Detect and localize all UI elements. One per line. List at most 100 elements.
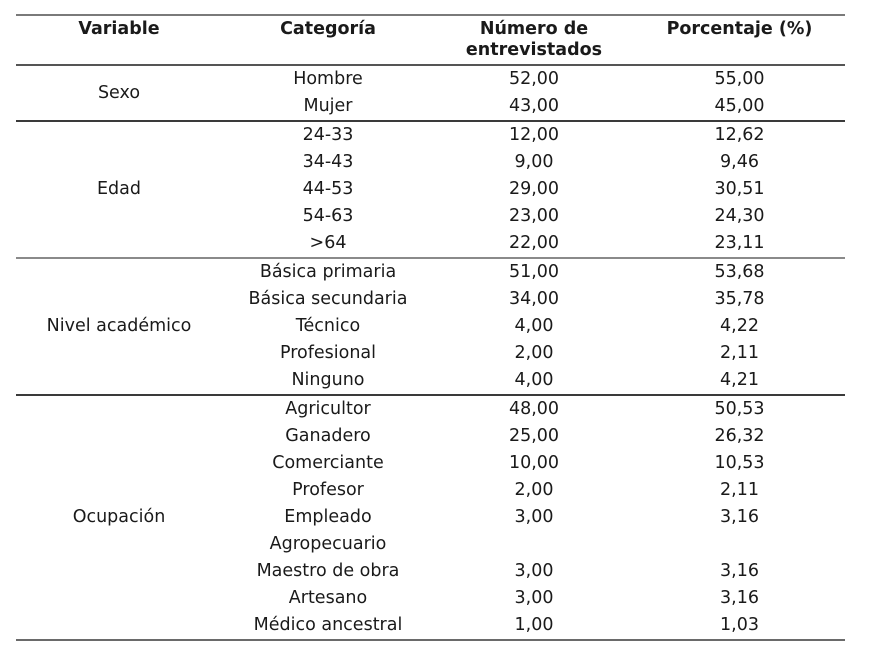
categoria-cell: Ninguno (291, 370, 365, 390)
variable-cell: Sexo (97, 82, 141, 103)
group-sexo: Sexo Hombre 52,00 55,00 Mujer 43,00 45,0… (16, 65, 845, 121)
categoria-cell: Hombre (293, 69, 363, 89)
header-numero-line2: entrevistados (465, 40, 603, 60)
porcentaje-cell: 3,16 (720, 561, 759, 581)
numero-cell: 3,00 (514, 588, 554, 608)
table-row: Maestro de obra 3,00 3,16 (16, 558, 845, 585)
porcentaje-cell: 30,51 (714, 179, 765, 199)
porcentaje-cell: 3,16 (720, 507, 759, 527)
categoria-cell: Básica primaria (259, 262, 397, 282)
numero-cell: 3,00 (514, 507, 554, 527)
header-row: Variable Categoría Número de entrevistad… (16, 15, 845, 65)
table-row: Ninguno 4,00 4,21 (16, 367, 845, 395)
header-variable: Variable (78, 19, 160, 39)
variable-cell: Nivel académico (46, 316, 192, 336)
numero-cell: 52,00 (508, 69, 560, 89)
porcentaje-cell: 4,21 (720, 370, 759, 390)
numero-cell: 10,00 (508, 453, 560, 473)
numero-cell: 51,00 (508, 262, 560, 282)
porcentaje-cell: 55,00 (714, 69, 765, 89)
numero-cell: 9,00 (514, 152, 554, 172)
group-edad: Edad 24-33 12,00 12,62 34-43 9,00 9,46 4… (16, 121, 845, 258)
porcentaje-cell: 24,30 (714, 206, 765, 226)
porcentaje-cell: 53,68 (714, 262, 765, 282)
numero-cell: 29,00 (508, 179, 560, 199)
categoria-cell: Maestro de obra (256, 561, 400, 581)
table-row-continuation: Agropecuario (16, 531, 845, 558)
porcentaje-cell: 26,32 (714, 426, 765, 446)
categoria-cell: 34-43 (302, 152, 354, 172)
numero-cell: 4,00 (514, 370, 554, 390)
numero-cell: 22,00 (508, 233, 560, 253)
categoria-cell: Comerciante (272, 453, 384, 473)
porcentaje-cell: 9,46 (720, 152, 759, 172)
numero-cell: 1,00 (514, 615, 554, 635)
table-row: Mujer 43,00 45,00 (16, 93, 845, 121)
variable-cell: Edad (97, 179, 141, 199)
table-row: 54-63 23,00 24,30 (16, 203, 845, 230)
categoria-cell: 24-33 (302, 125, 354, 145)
numero-cell: 4,00 (514, 316, 554, 336)
categoria-cell: Agricultor (285, 399, 371, 419)
table-row: Empleado 3,00 3,16 (16, 504, 845, 531)
header-numero: Número de entrevistados (434, 15, 634, 65)
categoria-cell: Ganadero (285, 426, 371, 446)
demographics-table-container: Variable Categoría Número de entrevistad… (16, 14, 845, 641)
categoria-cell: Médico ancestral (253, 615, 403, 635)
table-row: >64 22,00 23,11 (16, 230, 845, 258)
categoria-cell: Básica secundaria (248, 289, 408, 309)
table-row: 44-53 29,00 30,51 (16, 176, 845, 203)
numero-cell-empty (434, 531, 634, 558)
numero-cell: 43,00 (508, 96, 560, 116)
table-row: Sexo Hombre 52,00 55,00 (16, 65, 845, 103)
table-row: Profesional 2,00 2,11 (16, 340, 845, 367)
categoria-cell-continuation: Agropecuario (269, 534, 387, 554)
porcentaje-cell: 50,53 (714, 399, 765, 419)
table-row: 34-43 9,00 9,46 (16, 149, 845, 176)
porcentaje-cell: 35,78 (714, 289, 765, 309)
header-numero-line1: Número de (479, 19, 589, 39)
categoria-cell: 44-53 (302, 179, 354, 199)
numero-cell: 12,00 (508, 125, 560, 145)
porcentaje-cell: 1,03 (720, 615, 759, 635)
porcentaje-cell: 45,00 (714, 96, 765, 116)
porcentaje-cell-empty (634, 531, 845, 558)
table-row: Edad 24-33 12,00 12,62 (16, 121, 845, 199)
categoria-cell: Profesional (279, 343, 377, 363)
numero-cell: 34,00 (508, 289, 560, 309)
numero-cell: 25,00 (508, 426, 560, 446)
porcentaje-cell: 2,11 (720, 343, 759, 363)
demographics-table: Variable Categoría Número de entrevistad… (16, 14, 845, 641)
porcentaje-cell: 2,11 (720, 480, 759, 500)
group-nivel-academico: Nivel académico Básica primaria 51,00 53… (16, 258, 845, 395)
porcentaje-cell: 4,22 (720, 316, 759, 336)
numero-cell: 3,00 (514, 561, 554, 581)
table-row: Artesano 3,00 3,16 (16, 585, 845, 612)
porcentaje-cell: 12,62 (714, 125, 765, 145)
porcentaje-cell: 3,16 (720, 588, 759, 608)
categoria-cell: Mujer (303, 96, 353, 116)
porcentaje-cell: 10,53 (714, 453, 765, 473)
numero-cell: 2,00 (514, 343, 554, 363)
table-row: Comerciante 10,00 10,53 (16, 450, 845, 477)
group-ocupacion: Ocupación Agricultor 48,00 50,53 Ganader… (16, 395, 845, 640)
table-row: Ocupación Agricultor 48,00 50,53 (16, 395, 845, 527)
table-row: Profesor 2,00 2,11 (16, 477, 845, 504)
table-row: Nivel académico Básica primaria 51,00 53… (16, 258, 845, 336)
numero-cell: 48,00 (508, 399, 560, 419)
table-header: Variable Categoría Número de entrevistad… (16, 15, 845, 65)
categoria-cell: Profesor (292, 480, 364, 500)
numero-cell: 23,00 (508, 206, 560, 226)
categoria-cell: >64 (309, 233, 347, 253)
categoria-cell: Artesano (288, 588, 368, 608)
header-categoria: Categoría (280, 19, 376, 39)
categoria-cell: 54-63 (302, 206, 354, 226)
categoria-cell: Empleado (284, 507, 372, 527)
table-row: Básica secundaria 34,00 35,78 (16, 286, 845, 313)
header-porcentaje: Porcentaje (%) (666, 19, 813, 39)
table-row: Técnico 4,00 4,22 (16, 313, 845, 340)
table-row: Ganadero 25,00 26,32 (16, 423, 845, 450)
porcentaje-cell: 23,11 (714, 233, 765, 253)
table-row: Médico ancestral 1,00 1,03 (16, 612, 845, 640)
categoria-cell: Técnico (295, 316, 361, 336)
